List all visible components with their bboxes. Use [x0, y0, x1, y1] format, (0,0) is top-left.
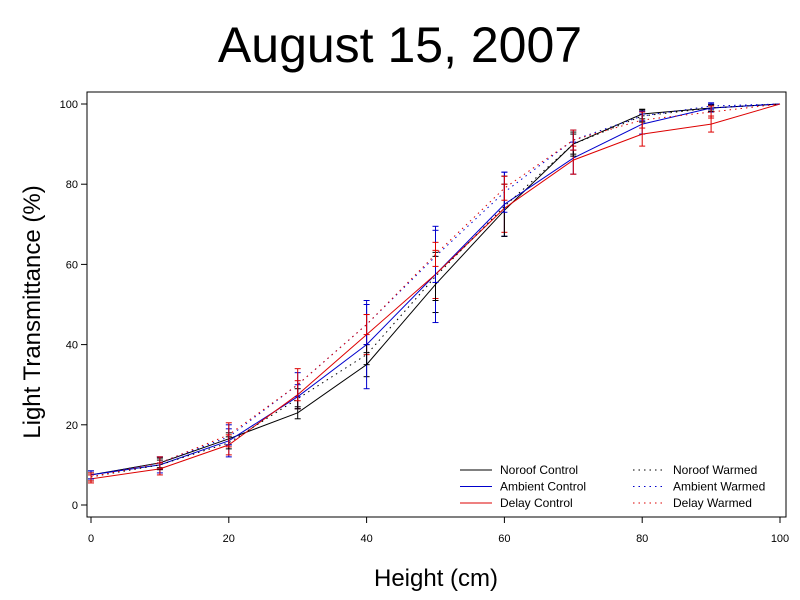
legend-item: Delay Warmed: [633, 496, 752, 510]
legend-label: Ambient Control: [500, 480, 586, 494]
error-bar: [156, 456, 163, 470]
series-line-noroof-warmed: [90, 103, 781, 478]
series-ambient-warmed: [88, 102, 781, 480]
y-tick-label: 0: [72, 500, 78, 512]
error-bar: [432, 241, 439, 267]
legend: Noroof Control Ambient Control Delay Contr…: [460, 463, 765, 510]
error-bar: [501, 175, 508, 201]
axis-ticks: 0 20 40 60 80 100 0 20 40 60 80 100: [60, 99, 790, 545]
legend-item: Ambient Warmed: [633, 480, 765, 494]
y-tick-label: 20: [66, 420, 78, 432]
x-axis-label: Height (cm): [374, 565, 498, 592]
legend-item: Noroof Warmed: [633, 463, 757, 477]
x-tick-label: 80: [636, 533, 648, 545]
series-layer: [88, 102, 781, 484]
error-bar: [225, 422, 232, 448]
legend-item: Noroof Control: [460, 463, 578, 477]
legend-label: Delay Control: [500, 496, 573, 510]
error-bar: [639, 111, 646, 129]
series-delay-warmed: [88, 103, 781, 482]
y-tick-label: 40: [66, 340, 78, 352]
legend-label: Ambient Warmed: [673, 480, 765, 494]
series-noroof-warmed: [88, 103, 781, 482]
series-line-delay-warmed: [90, 103, 781, 478]
y-tick-label: 60: [66, 259, 78, 271]
error-bar: [363, 314, 370, 336]
series-ambient-control: [88, 103, 781, 480]
error-bar: [294, 368, 301, 402]
legend-item: Ambient Control: [460, 480, 586, 494]
chart-title: August 15, 2007: [218, 17, 582, 73]
x-tick-label: 0: [88, 533, 94, 545]
error-bar: [570, 129, 577, 151]
legend-label: Noroof Control: [500, 463, 578, 477]
error-bar: [708, 105, 715, 119]
y-tick-label: 80: [66, 179, 78, 191]
legend-label: Delay Warmed: [673, 496, 752, 510]
x-tick-label: 20: [223, 533, 235, 545]
plot-frame: [86, 91, 787, 518]
legend-label: Noroof Warmed: [673, 463, 757, 477]
legend-item: Delay Control: [460, 496, 573, 510]
series-delay-control: [88, 103, 781, 484]
y-axis-label: Light Transmittance (%): [19, 185, 46, 438]
y-tick-label: 100: [60, 99, 78, 111]
x-tick-label: 100: [771, 533, 789, 545]
error-bar: [88, 472, 94, 482]
x-tick-label: 40: [360, 533, 372, 545]
series-noroof-control: [88, 103, 781, 480]
x-tick-label: 60: [498, 533, 510, 545]
